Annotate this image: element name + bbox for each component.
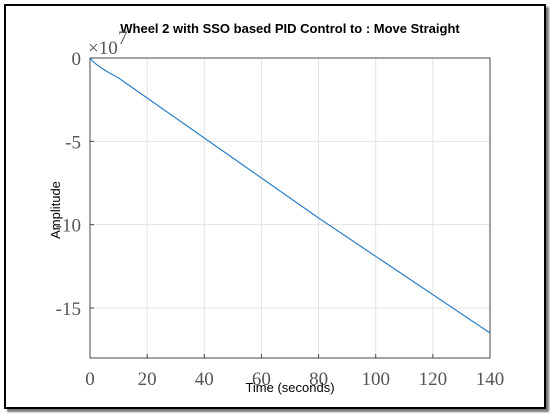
y-tick-label: 0: [72, 49, 82, 70]
series-group: [89, 57, 491, 334]
plot-area: [89, 57, 491, 359]
x-tick-label: 80: [309, 369, 328, 390]
x-tick-label: 140: [476, 369, 505, 390]
axis-ticks: 0 20 40 60 80 100 120 140 0 -5 -10 -15: [56, 49, 505, 390]
y-exponent-label: ×10: [88, 38, 118, 59]
x-tick-label: 40: [195, 369, 214, 390]
x-tick-label: 100: [361, 369, 390, 390]
chart-frame: [4, 4, 546, 409]
chart-title: Wheel 2 with SSO based PID Control to : …: [120, 21, 460, 36]
y-tick-label: -10: [56, 216, 81, 237]
series-line: [89, 57, 491, 334]
x-tick-label: 120: [419, 369, 448, 390]
grid-lines: [90, 58, 490, 358]
y-exponent-power: 7: [118, 28, 128, 49]
x-tick-label: 60: [252, 369, 271, 390]
x-tick-label: 20: [138, 369, 157, 390]
x-tick-label: 0: [85, 369, 95, 390]
x-axis-label: Time (seconds): [245, 380, 334, 395]
y-tick-label: -5: [65, 132, 81, 153]
y-axis-label: Amplitude: [48, 181, 63, 239]
y-tick-label: -15: [56, 299, 81, 320]
